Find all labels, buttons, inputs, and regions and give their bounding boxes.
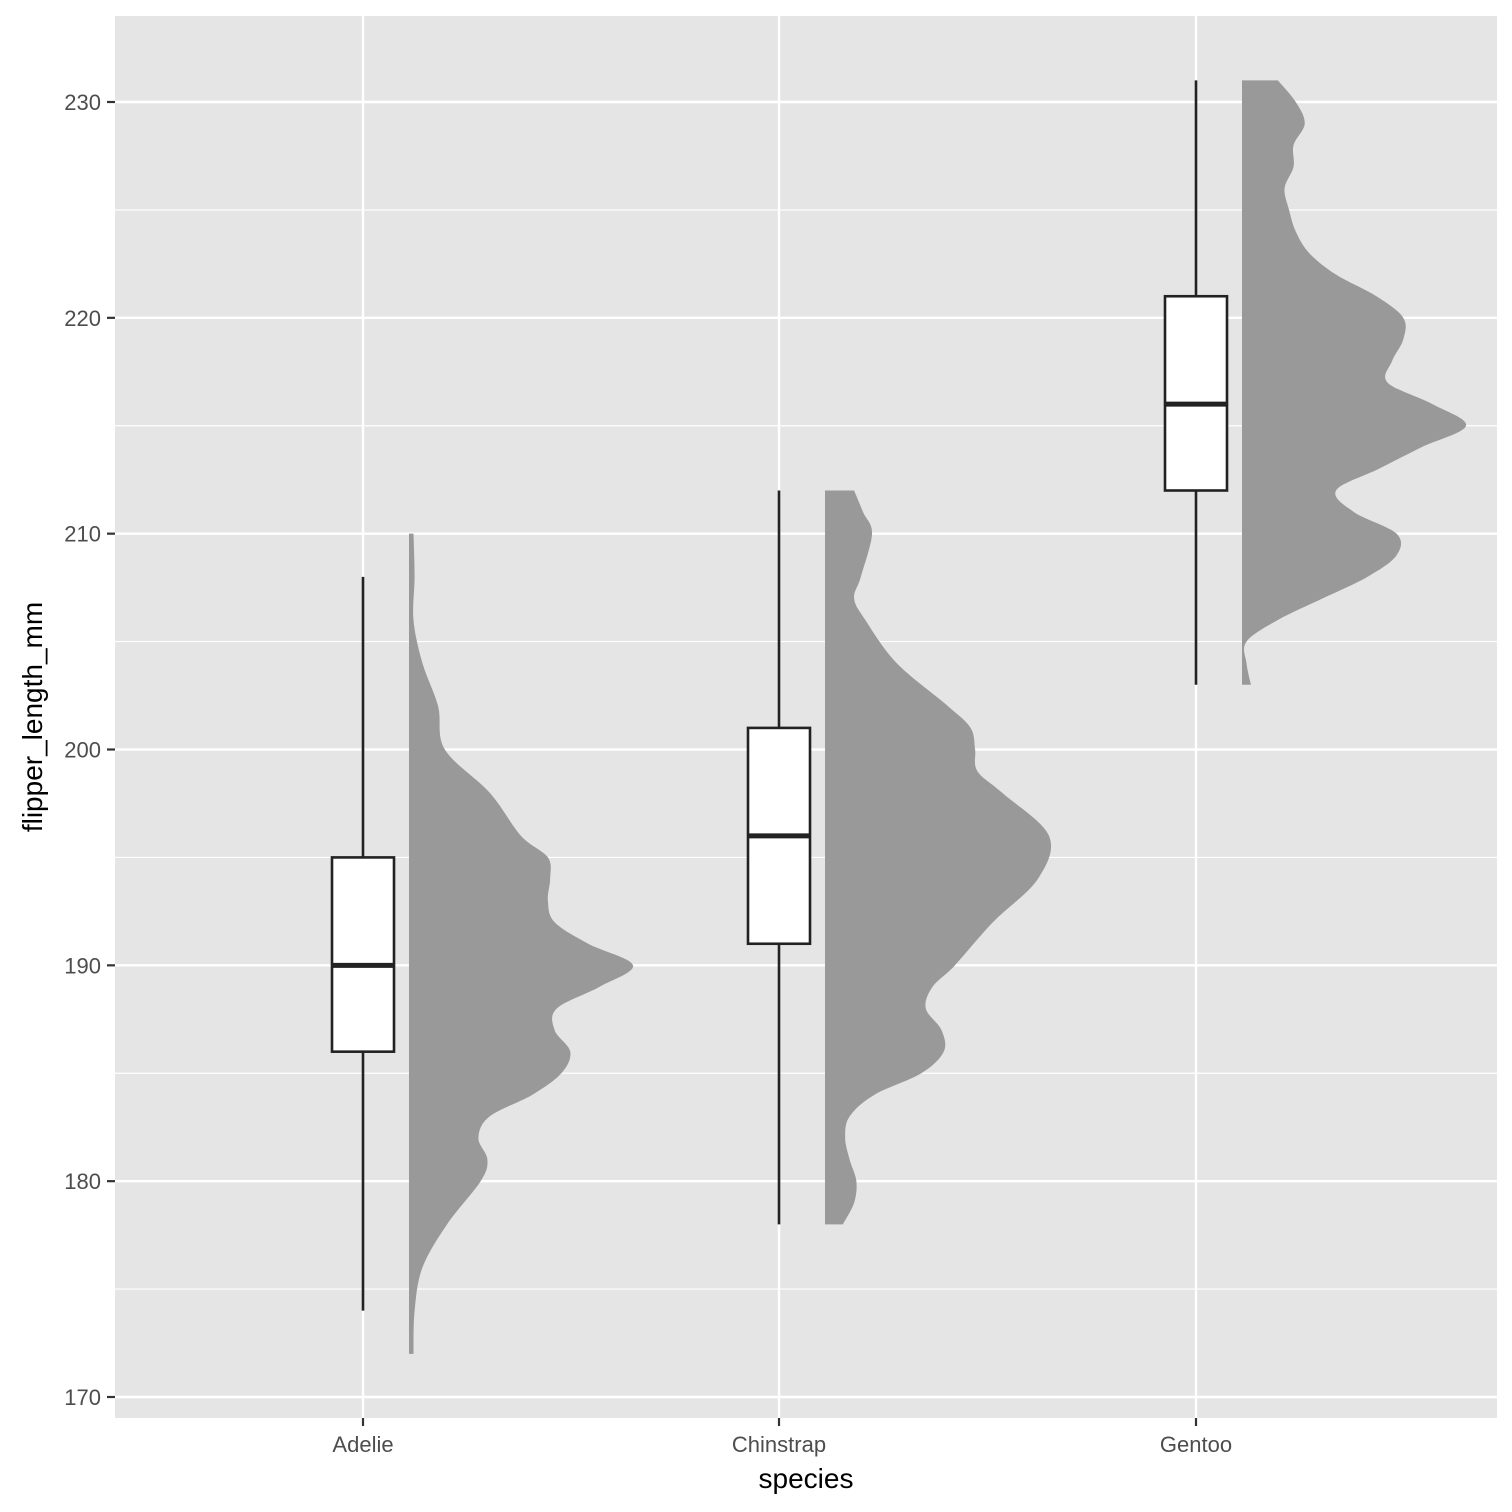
y-axis-title: flipper_length_mm	[17, 602, 48, 832]
box-gentoo	[1163, 294, 1229, 492]
y-tick-label: 170	[64, 1385, 101, 1410]
x-tick-label: Adelie	[332, 1432, 393, 1457]
y-tick-label: 190	[64, 953, 101, 978]
y-tick-label: 180	[64, 1169, 101, 1194]
y-tick-label: 230	[64, 90, 101, 115]
x-axis-title: species	[759, 1463, 854, 1494]
x-axis: Adelie Chinstrap Gentoo	[332, 1418, 1232, 1457]
y-tick-label: 220	[64, 306, 101, 331]
boxplot-layer	[330, 80, 1229, 1311]
density-chinstrap	[825, 490, 1052, 1225]
density-adelie	[409, 533, 634, 1354]
density-layer	[409, 80, 1467, 1354]
y-tick-label: 200	[64, 738, 101, 763]
box-adelie	[330, 856, 396, 1053]
x-tick-label: Chinstrap	[732, 1432, 826, 1457]
y-axis: 170 180 190 200 210 220 230	[64, 90, 115, 1410]
y-tick-label: 210	[64, 522, 101, 547]
x-tick-label: Gentoo	[1160, 1432, 1232, 1457]
density-gentoo	[1242, 80, 1467, 685]
